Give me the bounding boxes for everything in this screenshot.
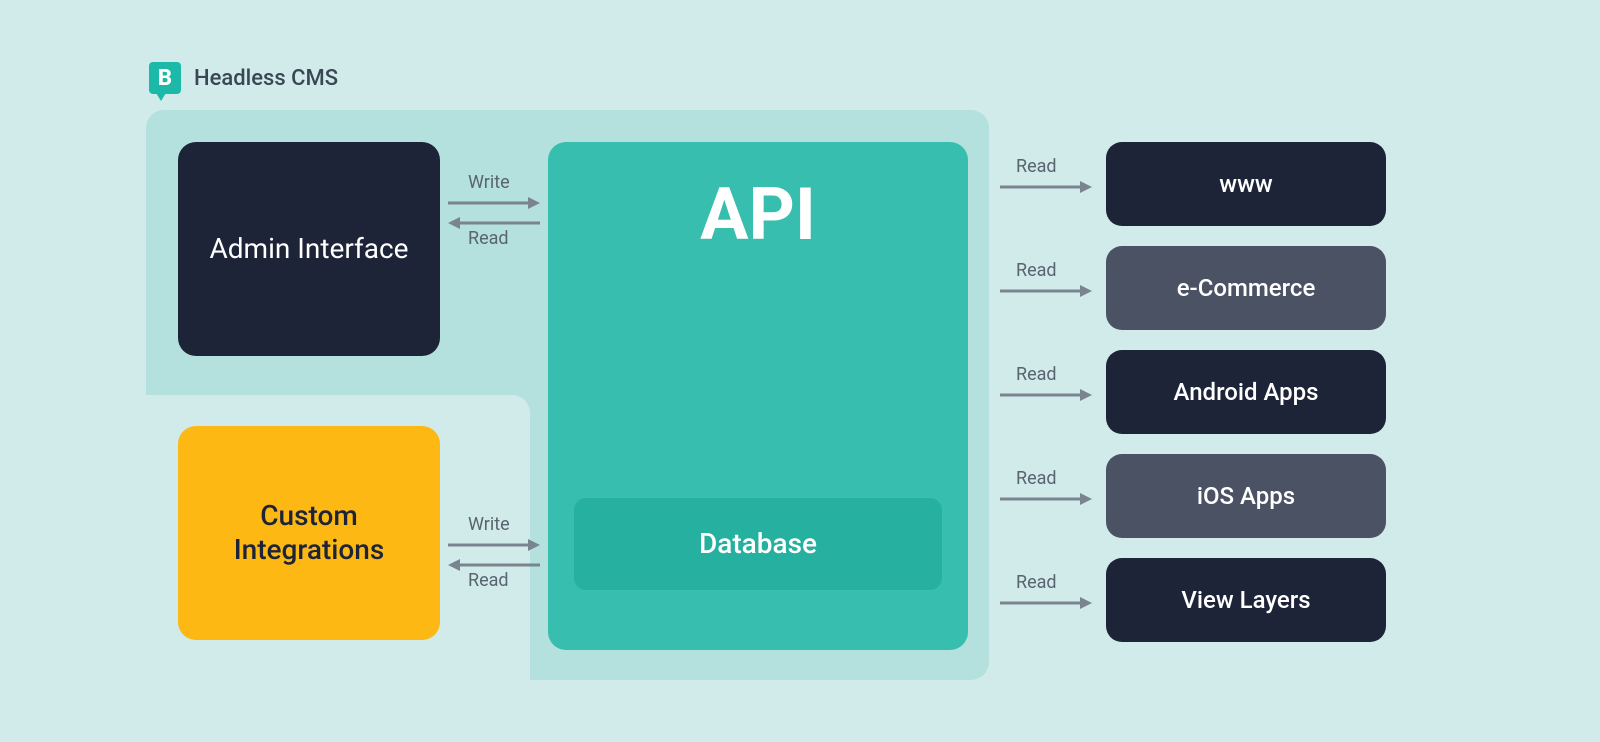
arrow-read-2-label: Read	[1016, 364, 1057, 385]
arrow-read-3-label: Read	[1016, 468, 1057, 489]
custom-integrations-label: Custom Integrations	[178, 499, 440, 566]
arrow-admin-read-label: Read	[468, 228, 509, 249]
api-title: API	[700, 172, 816, 258]
arrow-read-3	[1000, 492, 1092, 506]
admin-interface-box: Admin Interface	[178, 142, 440, 356]
arrow-custom-write-label: Write	[468, 514, 510, 535]
database-box: Database	[574, 498, 942, 590]
arrow-read-4	[1000, 596, 1092, 610]
brand-logo-tail-icon	[156, 93, 166, 101]
consumer-label-0: www	[1219, 170, 1272, 199]
arrow-read-0-label: Read	[1016, 156, 1057, 177]
diagram-title: Headless CMS	[194, 66, 338, 91]
consumer-box-1: e-Commerce	[1106, 246, 1386, 330]
arrow-admin-write-label: Write	[468, 172, 510, 193]
consumer-label-4: View Layers	[1181, 586, 1310, 615]
arrow-custom-read-label: Read	[468, 570, 509, 591]
diagram-stage: B Headless CMS API Database Admin Interf…	[0, 0, 1600, 742]
consumer-box-3: iOS Apps	[1106, 454, 1386, 538]
consumer-box-2: Android Apps	[1106, 350, 1386, 434]
consumer-label-3: iOS Apps	[1197, 482, 1295, 511]
arrow-custom-write	[448, 538, 540, 552]
brand-logo-icon: B	[149, 62, 181, 94]
arrow-read-2	[1000, 388, 1092, 402]
brand-logo-letter: B	[158, 66, 172, 91]
arrow-read-1	[1000, 284, 1092, 298]
consumer-label-1: e-Commerce	[1177, 274, 1316, 303]
consumer-box-4: View Layers	[1106, 558, 1386, 642]
arrow-read-4-label: Read	[1016, 572, 1057, 593]
arrow-read-0	[1000, 180, 1092, 194]
consumer-box-0: www	[1106, 142, 1386, 226]
consumer-label-2: Android Apps	[1173, 378, 1318, 407]
arrow-read-1-label: Read	[1016, 260, 1057, 281]
database-label: Database	[699, 527, 817, 561]
arrow-admin-write	[448, 196, 540, 210]
custom-integrations-box: Custom Integrations	[178, 426, 440, 640]
admin-interface-label: Admin Interface	[189, 232, 428, 266]
